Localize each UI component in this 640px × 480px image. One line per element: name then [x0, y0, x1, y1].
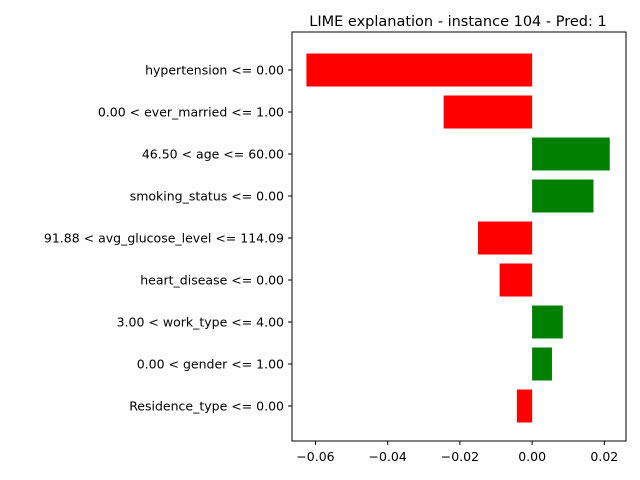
bar-7	[532, 347, 552, 381]
y-tick-label: 91.88 < avg_glucose_level <= 114.09	[44, 231, 284, 246]
y-tick-label: 3.00 < work_type <= 4.00	[117, 315, 284, 330]
chart-title: LIME explanation - instance 104 - Pred: …	[309, 14, 606, 30]
bar-8	[516, 389, 533, 423]
x-tick-label: 0.00	[518, 449, 546, 464]
y-tick-label: heart_disease <= 0.00	[140, 273, 284, 288]
bar-5	[499, 263, 533, 297]
bar-0	[306, 53, 533, 87]
bar-6	[532, 305, 563, 339]
x-tick-label: −0.04	[369, 449, 407, 464]
y-tick-label: smoking_status <= 0.00	[130, 189, 284, 204]
bars-group	[306, 53, 610, 423]
x-tick-label: −0.06	[296, 449, 334, 464]
bar-4	[477, 221, 533, 255]
y-tick-labels: hypertension <= 0.00 0.00 < ever_married …	[44, 63, 292, 414]
y-tick-label: hypertension <= 0.00	[145, 63, 284, 78]
bar-2	[532, 137, 610, 171]
y-tick-label: 46.50 < age <= 60.00	[142, 147, 284, 162]
x-axis-ticks: −0.06 −0.04 −0.02 0.00 0.02	[296, 441, 618, 464]
x-tick-label: −0.02	[441, 449, 479, 464]
bar-3	[532, 179, 594, 213]
x-tick-label: 0.02	[590, 449, 618, 464]
bar-1	[443, 95, 533, 129]
plot-frame	[291, 31, 627, 442]
y-tick-label: 0.00 < gender <= 1.00	[137, 357, 284, 372]
y-tick-label: Residence_type <= 0.00	[129, 399, 284, 414]
y-tick-label: 0.00 < ever_married <= 1.00	[98, 105, 284, 120]
